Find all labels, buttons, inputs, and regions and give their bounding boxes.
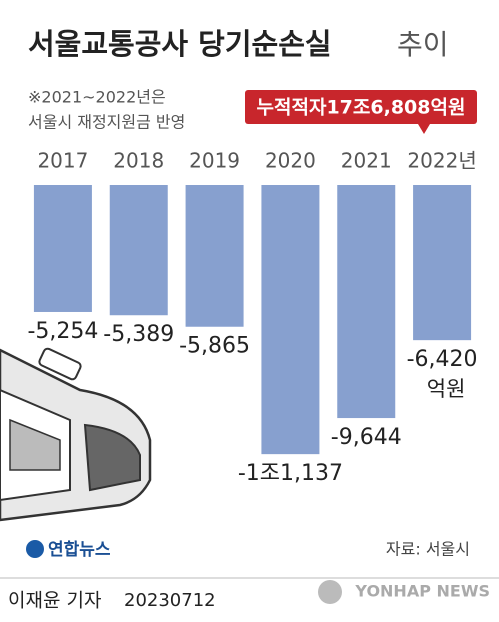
callout-box (245, 90, 477, 124)
annotation: 누적적자17조6,808억원 (257, 97, 466, 119)
x-tick-label: 2018 (113, 149, 164, 173)
credit: 이재윤 기자 (8, 590, 101, 612)
value-label: -1조1,137 (238, 461, 343, 486)
train-illustration (0, 347, 152, 522)
bar (33, 185, 92, 312)
bar (109, 185, 168, 316)
callout: 누적적자17조6,808억원 (245, 90, 477, 134)
chart-title: 서울교통공사 당기순손실 (28, 27, 332, 61)
bar (261, 185, 320, 455)
note: 서울시 재정지원금 반영 (28, 113, 185, 132)
x-tick-label: 2019 (189, 149, 240, 173)
value-label: -9,644 (331, 425, 402, 450)
x-tick-label: 2022년 (407, 149, 476, 173)
value-label: -5,254 (27, 319, 98, 344)
train-window (9, 418, 61, 471)
value-label: -5,389 (103, 322, 174, 347)
note: ※2021~2022년은 (28, 88, 166, 107)
chart-title-suffix: 추이 (397, 28, 449, 61)
train-roof (38, 347, 82, 381)
x-tick-label: 2021 (341, 149, 392, 173)
bar (185, 185, 244, 327)
date: 20230712 (124, 590, 216, 611)
train-front-window (83, 423, 141, 492)
agency-icon (318, 580, 342, 604)
agency: YONHAP NEWS (354, 582, 490, 601)
x-tick-label: 2020 (265, 149, 316, 173)
bar (337, 185, 396, 419)
logo: 연합뉴스 (48, 539, 111, 560)
bar (413, 185, 472, 341)
value-label: -6,420 (407, 347, 478, 372)
unit-label: 억원 (427, 377, 466, 401)
x-tick-label: 2017 (37, 149, 88, 173)
logo-icon (26, 540, 44, 558)
callout-pointer (418, 124, 430, 134)
value-label: -5,865 (179, 334, 250, 359)
source: 자료: 서울시 (386, 540, 470, 559)
